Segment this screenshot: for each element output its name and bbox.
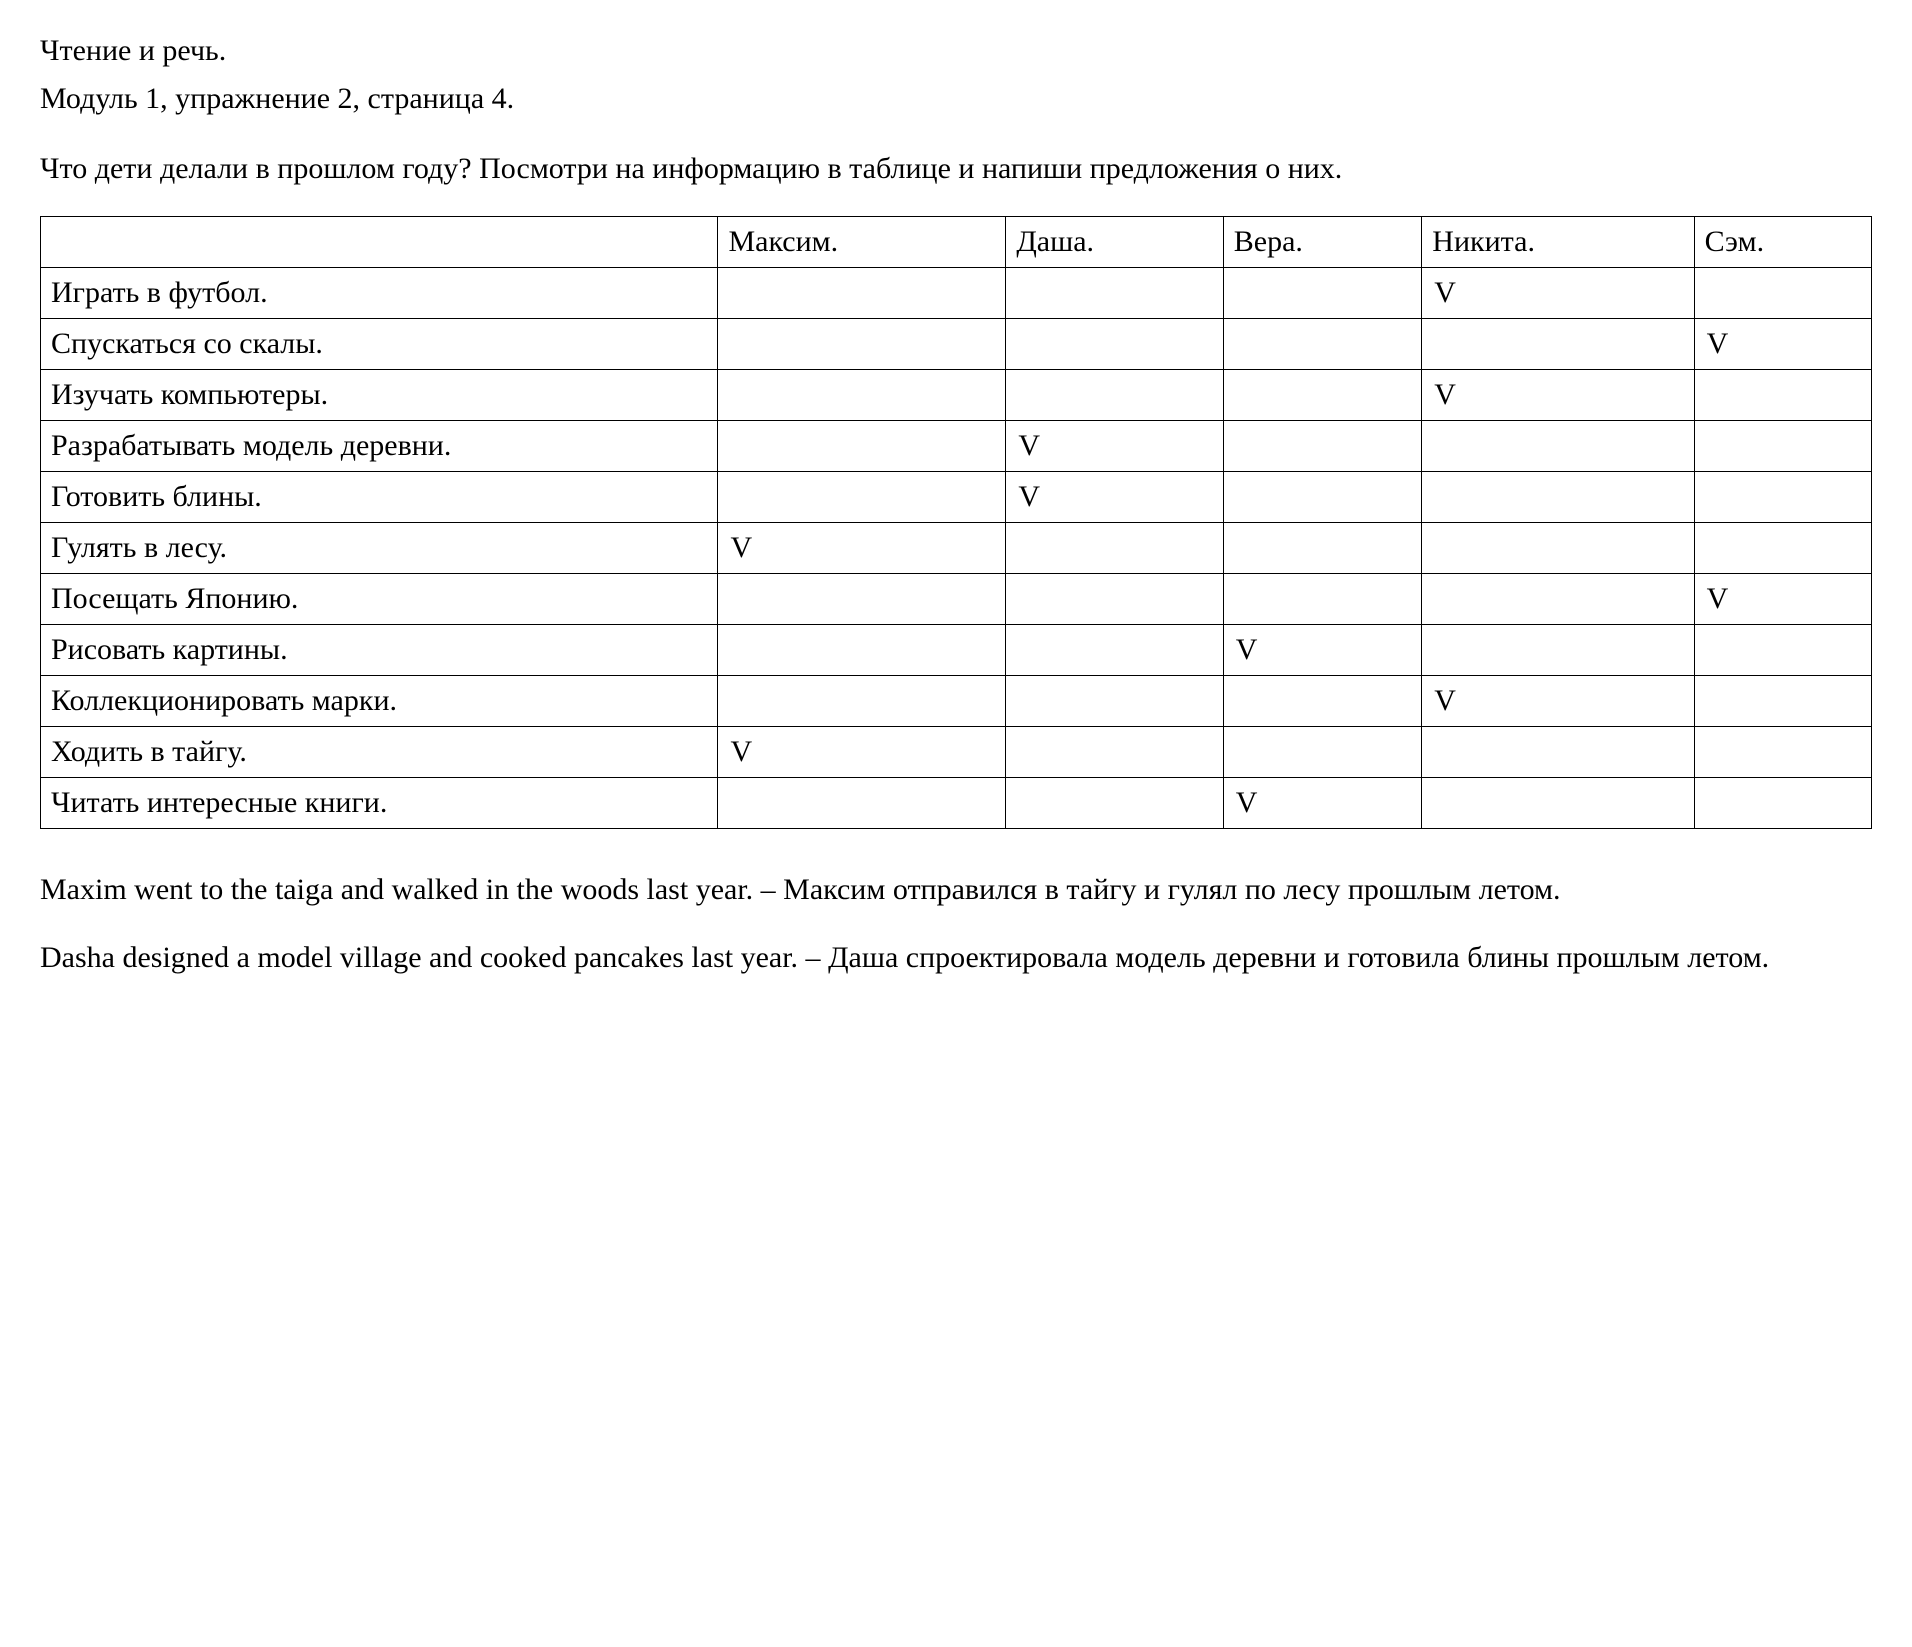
answer-2-ru: Даша спроектировала модель деревни и гот… bbox=[828, 941, 1769, 974]
check-cell bbox=[1006, 778, 1223, 829]
check-cell bbox=[1422, 472, 1694, 523]
check-cell bbox=[718, 472, 1006, 523]
check-cell bbox=[1006, 523, 1223, 574]
answer-1-ru: Максим отправился в тайгу и гулял по лес… bbox=[783, 873, 1560, 906]
check-cell bbox=[1223, 370, 1422, 421]
check-cell bbox=[718, 319, 1006, 370]
activity-table: Максим. Даша. Вера. Никита. Сэм. Играть … bbox=[40, 216, 1872, 829]
check-cell bbox=[1223, 523, 1422, 574]
check-cell: V bbox=[1006, 421, 1223, 472]
table-row: Изучать компьютеры. V bbox=[41, 370, 1872, 421]
check-cell bbox=[718, 625, 1006, 676]
check-cell bbox=[1422, 319, 1694, 370]
activity-cell: Ходить в тайгу. bbox=[41, 727, 718, 778]
check-cell bbox=[1006, 676, 1223, 727]
check-cell bbox=[1694, 727, 1871, 778]
table-row: Читать интересные книги. V bbox=[41, 778, 1872, 829]
header-sam: Сэм. bbox=[1694, 217, 1871, 268]
check-cell bbox=[1223, 676, 1422, 727]
check-cell: V bbox=[1223, 625, 1422, 676]
check-cell bbox=[1694, 676, 1871, 727]
check-cell bbox=[718, 778, 1006, 829]
check-cell bbox=[1223, 727, 1422, 778]
table-row: Ходить в тайгу. V bbox=[41, 727, 1872, 778]
question-text: Что дети делали в прошлом году? Посмотри… bbox=[40, 148, 1872, 190]
table-row: Гулять в лесу. V bbox=[41, 523, 1872, 574]
answer-block-1: Maxim went to the taiga and walked in th… bbox=[40, 869, 1872, 911]
activity-cell: Спускаться со скалы. bbox=[41, 319, 718, 370]
table-row: Коллекционировать марки. V bbox=[41, 676, 1872, 727]
table-row: Готовить блины. V bbox=[41, 472, 1872, 523]
check-cell bbox=[1694, 625, 1871, 676]
header-line-1: Чтение и речь. bbox=[40, 30, 1872, 72]
check-cell bbox=[1006, 625, 1223, 676]
activity-cell: Играть в футбол. bbox=[41, 268, 718, 319]
check-cell bbox=[718, 574, 1006, 625]
check-cell bbox=[1006, 727, 1223, 778]
check-cell bbox=[1223, 574, 1422, 625]
check-cell bbox=[1422, 778, 1694, 829]
check-cell: V bbox=[1694, 319, 1871, 370]
header-empty bbox=[41, 217, 718, 268]
activity-cell: Рисовать картины. bbox=[41, 625, 718, 676]
check-cell bbox=[1422, 421, 1694, 472]
activity-cell: Читать интересные книги. bbox=[41, 778, 718, 829]
activity-cell: Разрабатывать модель деревни. bbox=[41, 421, 718, 472]
check-cell bbox=[718, 268, 1006, 319]
check-cell bbox=[718, 676, 1006, 727]
activity-cell: Посещать Японию. bbox=[41, 574, 718, 625]
answer-1-en: Maxim went to the taiga and walked in th… bbox=[40, 873, 783, 906]
check-cell: V bbox=[718, 523, 1006, 574]
check-cell bbox=[1694, 370, 1871, 421]
check-cell bbox=[1694, 268, 1871, 319]
check-cell bbox=[1006, 268, 1223, 319]
table-row: Посещать Японию. V bbox=[41, 574, 1872, 625]
check-cell bbox=[1694, 778, 1871, 829]
check-cell bbox=[1006, 574, 1223, 625]
check-cell bbox=[1694, 472, 1871, 523]
activity-cell: Изучать компьютеры. bbox=[41, 370, 718, 421]
check-cell bbox=[1422, 574, 1694, 625]
check-cell bbox=[1223, 319, 1422, 370]
check-cell: V bbox=[1422, 268, 1694, 319]
check-cell: V bbox=[718, 727, 1006, 778]
check-cell bbox=[1422, 523, 1694, 574]
check-cell: V bbox=[1223, 778, 1422, 829]
activity-cell: Гулять в лесу. bbox=[41, 523, 718, 574]
table-header-row: Максим. Даша. Вера. Никита. Сэм. bbox=[41, 217, 1872, 268]
activity-cell: Готовить блины. bbox=[41, 472, 718, 523]
check-cell bbox=[1223, 421, 1422, 472]
header-dasha: Даша. bbox=[1006, 217, 1223, 268]
table-row: Спускаться со скалы. V bbox=[41, 319, 1872, 370]
check-cell bbox=[718, 370, 1006, 421]
check-cell bbox=[1694, 523, 1871, 574]
intro-block: Чтение и речь. Модуль 1, упражнение 2, с… bbox=[40, 30, 1872, 120]
check-cell bbox=[1223, 268, 1422, 319]
header-line-2: Модуль 1, упражнение 2, страница 4. bbox=[40, 78, 1872, 120]
answer-block-2: Dasha designed a model village and cooke… bbox=[40, 937, 1872, 979]
check-cell: V bbox=[1422, 676, 1694, 727]
check-cell bbox=[1223, 472, 1422, 523]
check-cell bbox=[1006, 319, 1223, 370]
check-cell: V bbox=[1422, 370, 1694, 421]
check-cell bbox=[1694, 421, 1871, 472]
header-nikita: Никита. bbox=[1422, 217, 1694, 268]
check-cell bbox=[1422, 727, 1694, 778]
header-maxim: Максим. bbox=[718, 217, 1006, 268]
table-row: Рисовать картины. V bbox=[41, 625, 1872, 676]
check-cell bbox=[718, 421, 1006, 472]
header-vera: Вера. bbox=[1223, 217, 1422, 268]
table-row: Играть в футбол. V bbox=[41, 268, 1872, 319]
check-cell bbox=[1006, 370, 1223, 421]
check-cell: V bbox=[1006, 472, 1223, 523]
check-cell bbox=[1422, 625, 1694, 676]
answer-2-en: Dasha designed a model village and cooke… bbox=[40, 941, 828, 974]
table-row: Разрабатывать модель деревни. V bbox=[41, 421, 1872, 472]
check-cell: V bbox=[1694, 574, 1871, 625]
activity-cell: Коллекционировать марки. bbox=[41, 676, 718, 727]
